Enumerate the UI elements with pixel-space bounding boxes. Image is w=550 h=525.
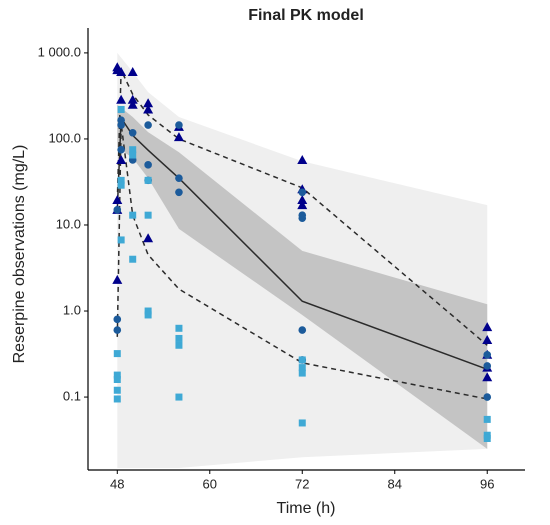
- x-tick-label: 60: [203, 476, 217, 491]
- x-tick-label: 96: [480, 476, 494, 491]
- band: [117, 104, 488, 449]
- y-tick-label: 10.0: [56, 216, 81, 231]
- point: [127, 99, 138, 109]
- point: [113, 395, 121, 403]
- point: [117, 121, 125, 129]
- y-tick-label: 1.0: [63, 302, 81, 317]
- point: [144, 211, 152, 219]
- point: [116, 94, 127, 104]
- point: [173, 132, 184, 142]
- x-axis-label: Time (h): [277, 500, 336, 517]
- point: [298, 369, 306, 377]
- point: [128, 128, 137, 137]
- y-axis-label: Reserpine observations (mg/L): [11, 145, 28, 364]
- point: [113, 386, 121, 394]
- point: [129, 255, 137, 263]
- point: [298, 364, 306, 372]
- point: [113, 315, 122, 324]
- point: [113, 326, 122, 334]
- point: [144, 161, 152, 169]
- point: [144, 311, 152, 319]
- y-tick-label: 0.1: [63, 389, 81, 404]
- point: [113, 371, 121, 379]
- point: [113, 206, 122, 214]
- point: [298, 419, 306, 427]
- point: [483, 393, 492, 401]
- point: [116, 66, 127, 76]
- point: [482, 372, 493, 382]
- point: [483, 415, 491, 423]
- point: [483, 362, 492, 370]
- point: [117, 236, 125, 244]
- point: [143, 233, 154, 243]
- point: [298, 214, 307, 222]
- point: [297, 154, 308, 164]
- point: [175, 393, 183, 401]
- point: [175, 334, 183, 342]
- point: [483, 350, 492, 359]
- chart-title: Final PK model: [248, 7, 364, 24]
- point: [143, 98, 154, 108]
- point: [297, 200, 308, 210]
- y-tick-label: 100.0: [48, 130, 81, 145]
- point: [117, 145, 125, 154]
- point: [117, 181, 125, 189]
- point: [175, 174, 183, 182]
- point: [112, 195, 123, 205]
- point: [113, 376, 121, 383]
- point: [482, 322, 493, 332]
- point: [129, 146, 137, 154]
- point: [129, 211, 137, 219]
- x-tick-label: 84: [388, 476, 402, 491]
- point: [175, 324, 183, 332]
- point: [143, 104, 154, 114]
- point: [482, 335, 493, 345]
- point: [298, 356, 306, 364]
- point: [113, 350, 121, 358]
- point: [127, 66, 138, 76]
- y-tick-label: 1 000.0: [38, 44, 81, 59]
- x-tick-label: 72: [295, 476, 309, 491]
- x-tick-label: 48: [110, 476, 124, 491]
- point: [117, 176, 125, 184]
- point: [116, 154, 127, 164]
- point: [175, 341, 183, 349]
- point: [298, 188, 307, 197]
- point: [297, 195, 308, 205]
- point: [112, 274, 123, 284]
- point: [144, 307, 152, 315]
- point: [117, 105, 125, 113]
- point: [144, 176, 152, 184]
- point: [129, 151, 137, 159]
- point: [144, 121, 152, 129]
- point: [175, 188, 183, 197]
- point: [483, 434, 491, 442]
- point: [127, 94, 138, 104]
- point: [298, 326, 307, 334]
- point: [175, 121, 183, 129]
